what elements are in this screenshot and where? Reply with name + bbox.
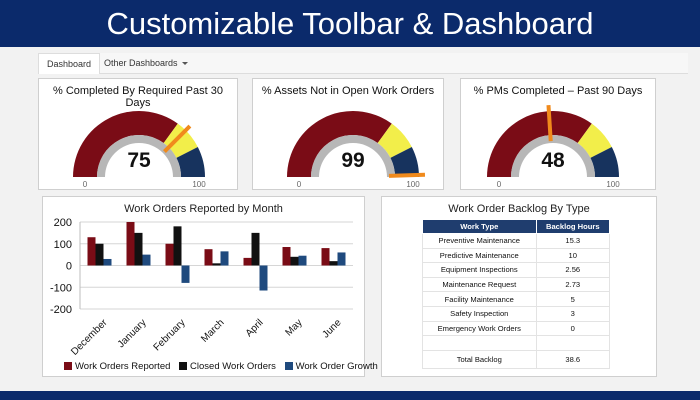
gauge-value: 99 [341,149,364,172]
gauge-inner-ring [511,135,595,177]
caret-down-icon [181,62,188,66]
gauge-bands [487,111,619,177]
tab-other-dashboards-label: Other Dashboards [104,58,178,68]
cell-work-type [422,335,537,351]
gauge-max-label: 100 [606,180,620,189]
legend-label-closed: Closed Work Orders [190,361,276,372]
table-row [422,335,611,351]
dashboard-tab-bar: Dashboard Other Dashboards [38,53,688,74]
gauge-max-label: 100 [192,180,206,189]
cell-backlog-hours: 3 [535,305,611,322]
table-row: Maintenance Request 2.73 [422,276,611,293]
table-row: Safety Inspection 3 [422,305,611,322]
gauge-chart: 48 0 100 [487,105,620,189]
gauge-bands [73,111,205,177]
gauge-band-red [73,111,178,177]
chart-legend: Work Orders Reported Closed Work Orders … [22,361,378,372]
total-value: 38.6 [535,349,611,369]
chart-title: Work Orders Reported by Month [124,203,283,215]
gauge-band-navy [590,147,619,177]
gauge-max-label: 100 [406,180,420,189]
cell-work-type: Safety Inspection [422,305,537,322]
gauge-panel-assets-not-open: % Assets Not in Open Work Orders 99 0 10… [252,78,444,190]
gauge-needle [163,124,192,153]
cell-backlog-hours: 2.73 [535,276,611,293]
gauge-band-red [487,111,592,177]
cell-work-type: Predictive Maintenance [422,247,537,264]
gauge-band-red [287,111,392,177]
cell-work-type: Maintenance Request [422,276,537,293]
cell-backlog-hours [535,335,611,351]
cell-work-type: Facility Maintenance [422,291,537,307]
cell-backlog-hours: 5 [535,291,611,307]
gauge-panel-completed-by-required: % Completed By Required Past 30 Days 75 … [38,78,238,190]
column-header-work-type: Work Type [422,219,537,234]
gauge-chart: 99 0 100 [287,111,426,189]
cell-backlog-hours: 2.56 [535,262,611,278]
legend-swatch-reported [64,362,72,371]
legend-label-reported: Work Orders Reported [75,361,171,372]
table-row-total: Total Backlog 38.6 [422,349,611,369]
work-orders-chart-panel: Work Orders Reported by Month [42,196,365,377]
gauge-band-yellow [163,123,198,158]
gauge-inner-ring [311,135,395,177]
table-row: Emergency Work Orders 0 [422,320,611,337]
cell-work-type: Preventive Maintenance [422,233,537,249]
gauge-title: % Completed By Required Past 30 Days [53,85,223,109]
table-row: Equipment Inspections 2.56 [422,262,611,278]
gauge-value: 48 [541,149,565,172]
tab-dashboard[interactable]: Dashboard [38,53,101,74]
table-header-row: Work Type Backlog Hours [422,219,611,234]
gauge-min-label: 0 [83,180,88,189]
bottom-bar [0,391,700,400]
legend-swatch-closed [179,362,188,371]
tab-other-dashboards[interactable]: Other Dashboards [96,53,196,73]
gauge-band-yellow [577,123,612,158]
gauge-title: % PMs Completed – Past 90 Days [473,85,643,97]
table-row: Predictive Maintenance 10 [422,247,611,264]
legend-swatch-growth [284,362,293,371]
backlog-panel: Work Order Backlog By Type Work Type Bac… [381,196,657,377]
total-label: Total Backlog [422,349,537,369]
cell-work-type: Equipment Inspections [422,262,537,278]
cell-backlog-hours: 0 [535,320,611,337]
gauge-bands [287,111,419,177]
gauge-value: 75 [127,149,151,172]
table-row: Preventive Maintenance 15.3 [422,233,611,249]
gauge-band-yellow [377,123,412,158]
backlog-title: Work Order Backlog By Type [448,203,590,215]
gauge-band-navy [176,147,205,177]
gauge-needle [388,172,426,178]
gauge-title: % Assets Not in Open Work Orders [261,85,435,97]
gauge-needle [546,105,553,142]
legend-label-growth: Work Order Growth [295,361,378,372]
gauge-panel-pms-completed: % PMs Completed – Past 90 Days 48 0 100 [460,78,656,190]
table-row: Facility Maintenance 5 [422,291,611,307]
cell-backlog-hours: 15.3 [535,233,611,249]
page-banner: Customizable Toolbar & Dashboard [0,0,700,47]
gauge-min-label: 0 [297,180,302,189]
cell-backlog-hours: 10 [535,247,611,264]
backlog-table: Work Type Backlog Hours Preventive Maint… [422,219,611,369]
cell-work-type: Emergency Work Orders [422,320,537,337]
column-header-backlog-hours: Backlog Hours [535,219,611,234]
gauge-min-label: 0 [497,180,502,189]
gauge-chart: 75 0 100 [73,111,206,189]
backlog-table-body: Preventive Maintenance 15.3 Predictive Mai… [422,233,611,369]
gauge-inner-ring [97,135,181,177]
gauge-band-navy [390,147,419,177]
